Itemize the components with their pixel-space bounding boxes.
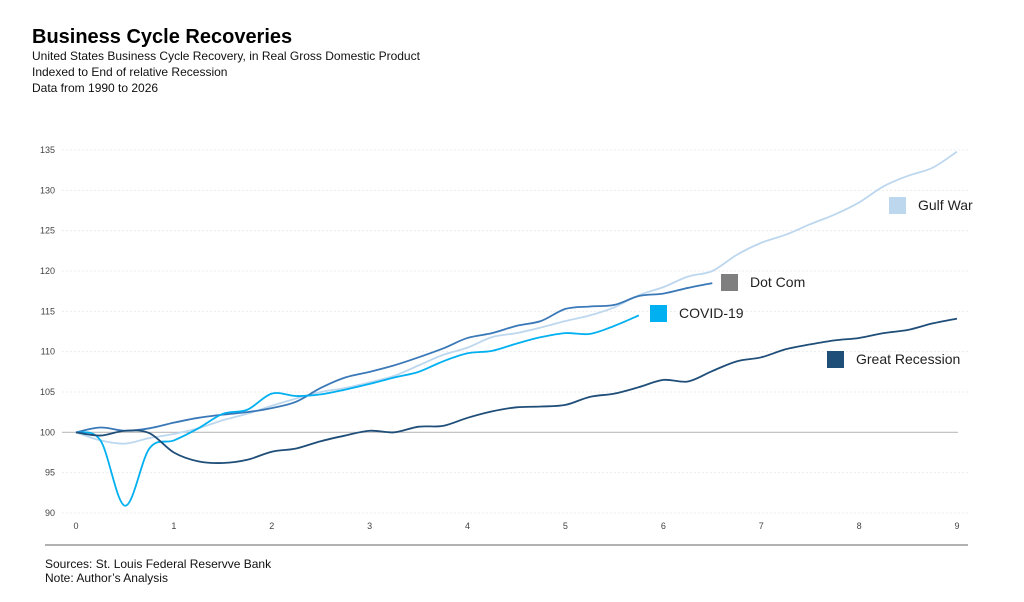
y-tick-label: 130 (40, 185, 55, 195)
y-tick-label: 120 (40, 266, 55, 276)
legend-label: Gulf War (918, 197, 973, 213)
series-line-great-recession (75, 317, 958, 464)
x-tick-label: 6 (661, 521, 666, 531)
y-tick-label: 125 (40, 226, 55, 236)
series-line-covid-19 (75, 314, 640, 507)
y-tick-label: 115 (41, 306, 55, 316)
y-tick-label: 110 (41, 347, 55, 357)
y-tick-label: 135 (40, 145, 55, 155)
x-tick-label: 3 (367, 521, 372, 531)
series-line-dot-com (75, 282, 713, 434)
x-tick-label: 9 (954, 521, 959, 531)
series-line-gulf-war (75, 150, 958, 445)
legend-label: Dot Com (750, 274, 805, 290)
x-tick-label: 4 (465, 521, 470, 531)
author-note: Note: Author’s Analysis (45, 571, 168, 585)
chart-title: Business Cycle Recoveries (32, 26, 293, 48)
subtitle-range: Data from 1990 to 2026 (32, 81, 159, 95)
y-tick-label: 90 (45, 508, 55, 518)
legend-swatch (889, 197, 906, 214)
legend-swatch (827, 351, 844, 368)
sources-note: Sources: St. Louis Federal Reservve Bank (45, 557, 272, 571)
x-tick-label: 7 (759, 521, 764, 531)
legend-label: COVID-19 (679, 305, 744, 321)
x-tick-label: 5 (563, 521, 568, 531)
x-tick-label: 0 (73, 521, 78, 531)
legend-label: Great Recession (856, 351, 960, 367)
subtitle-index: Indexed to End of relative Recession (32, 65, 228, 79)
x-tick-label: 2 (269, 521, 274, 531)
legend-swatch (650, 305, 667, 322)
y-tick-label: 105 (40, 387, 55, 397)
subtitle: United States Business Cycle Recovery, i… (32, 49, 420, 63)
legend-swatch (721, 274, 738, 291)
x-tick-label: 1 (171, 521, 176, 531)
x-tick-label: 8 (857, 521, 862, 531)
y-tick-label: 95 (45, 468, 55, 478)
y-tick-label: 100 (40, 427, 55, 437)
